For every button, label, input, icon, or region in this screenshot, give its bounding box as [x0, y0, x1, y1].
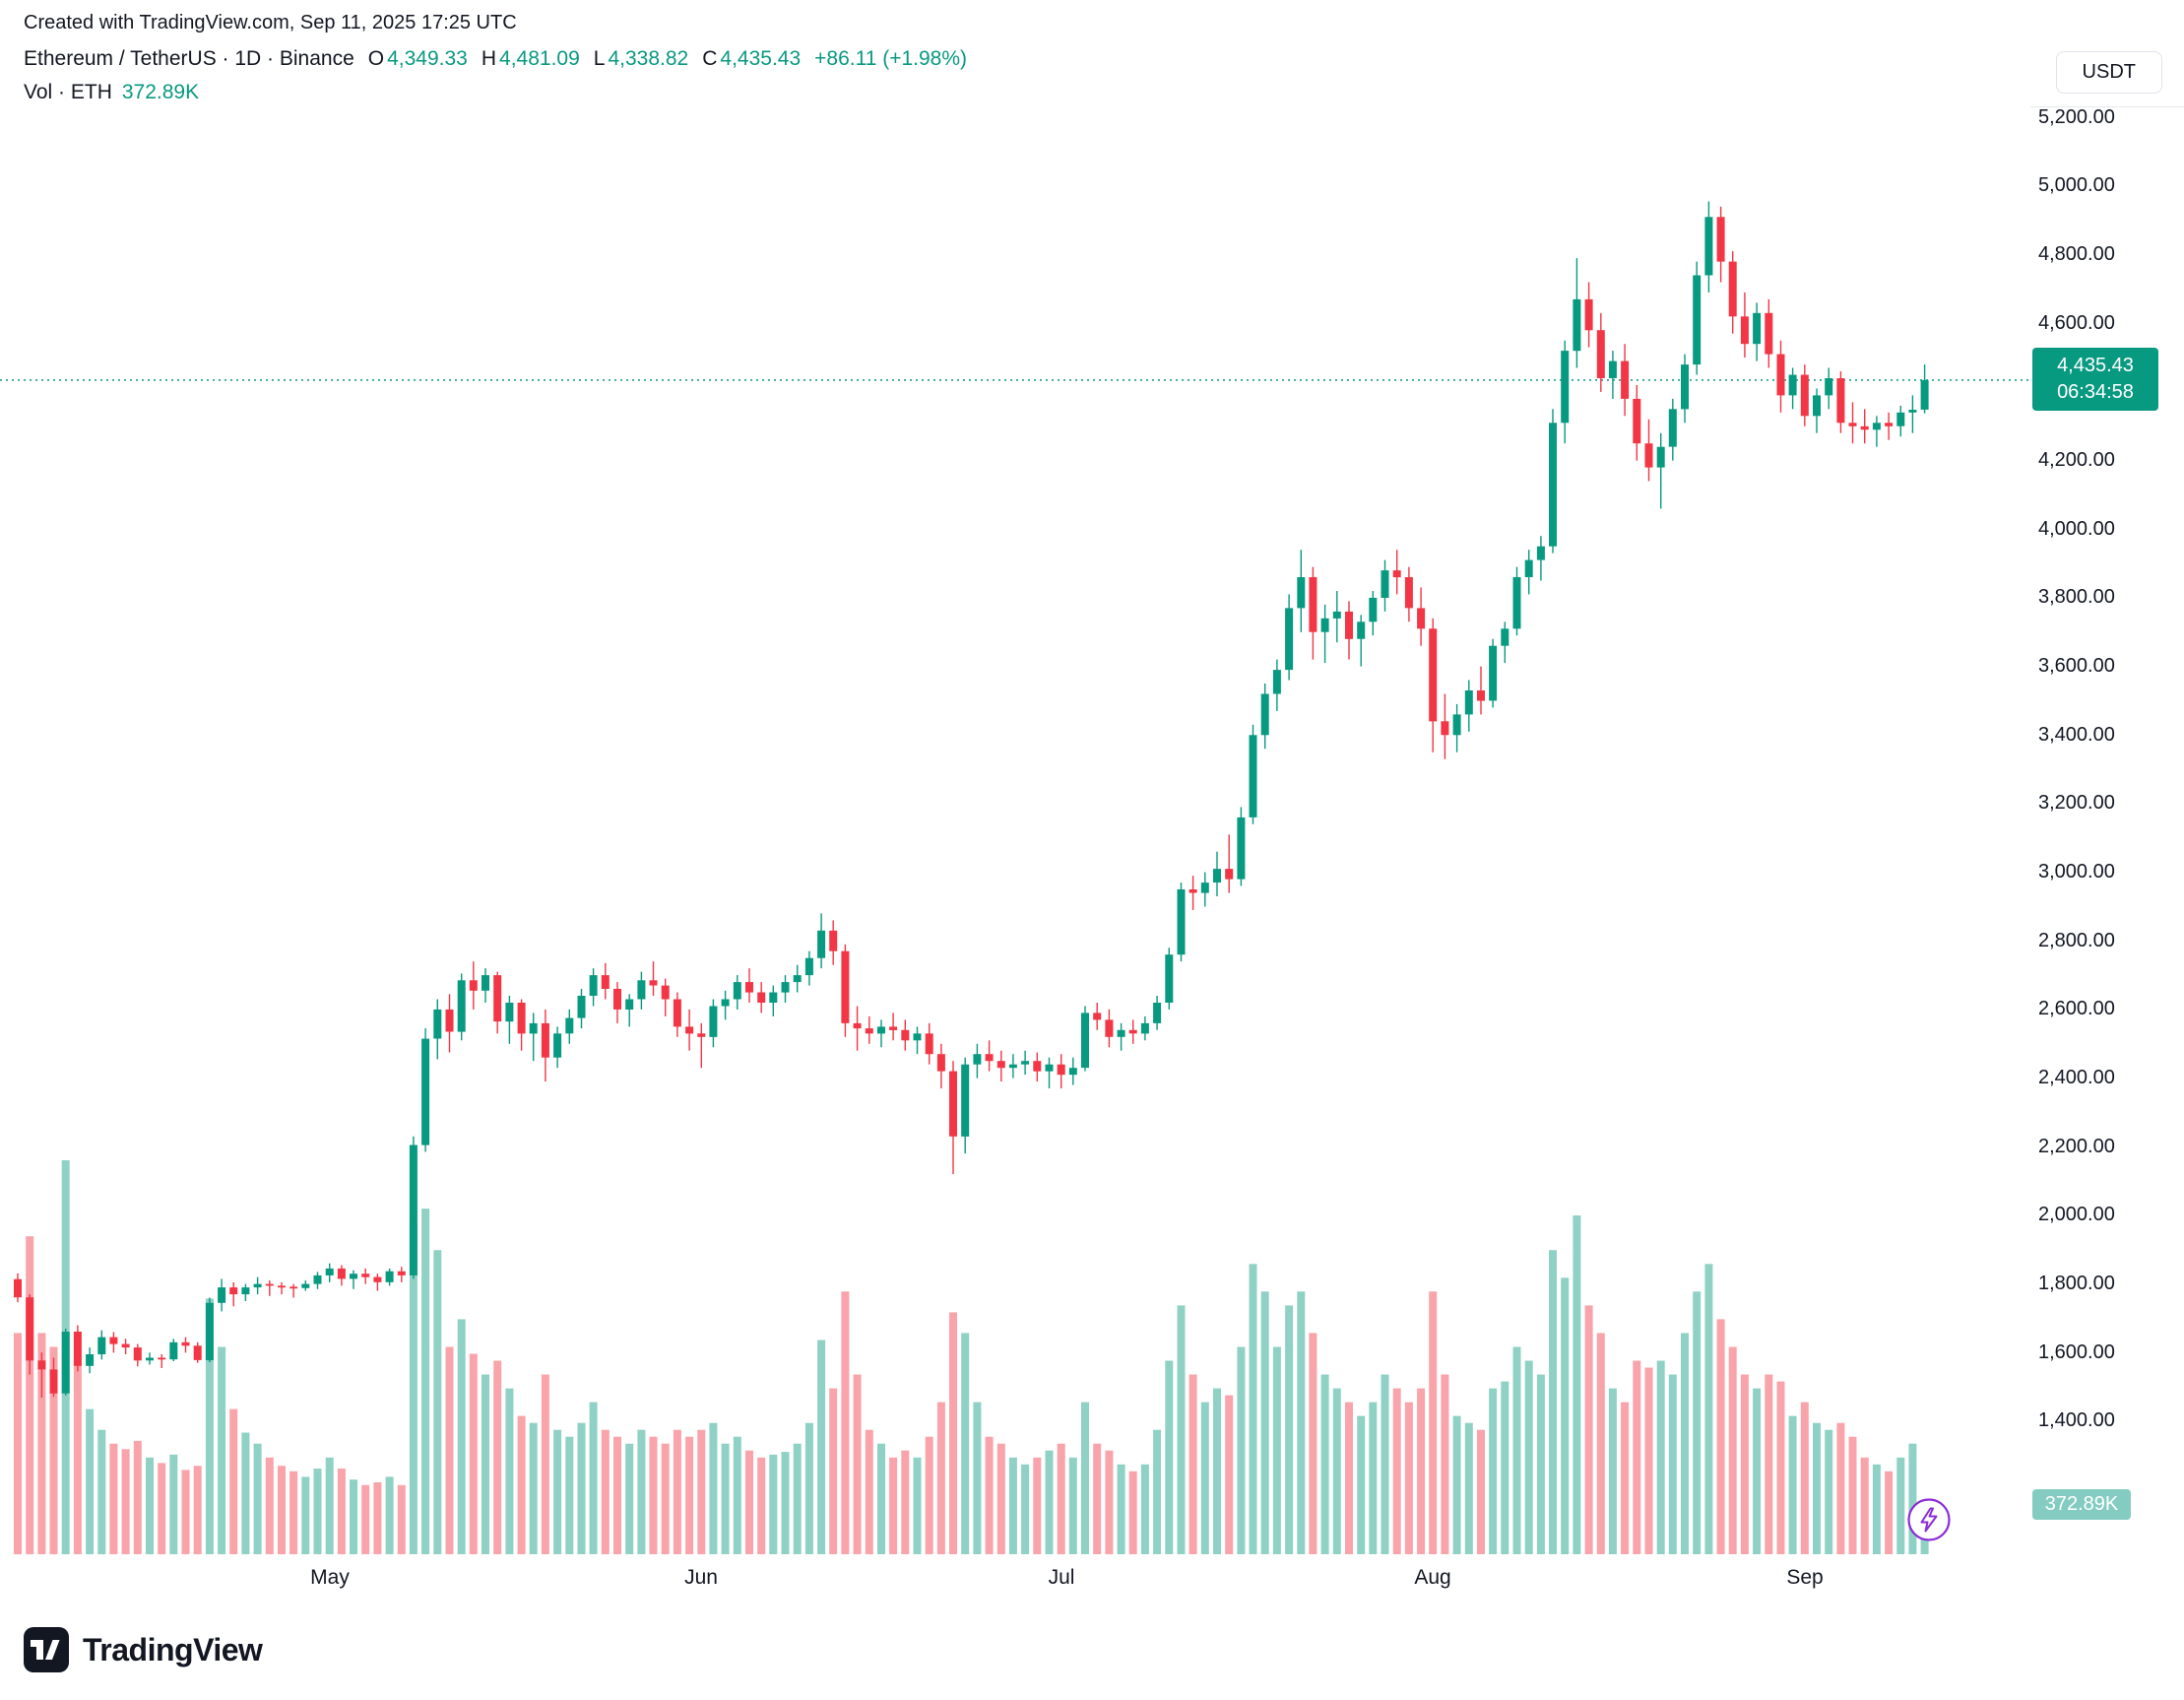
price-tick-label: 2,400.00 — [2038, 1067, 2115, 1088]
price-axis[interactable]: 5,200.00 5,000.00 4,800.00 4,600.00 4,200.00… — [2030, 0, 2184, 1700]
time-tick-label: May — [310, 1566, 350, 1589]
price-tick-label: 3,000.00 — [2038, 861, 2115, 883]
price-tick-label: 2,200.00 — [2038, 1136, 2115, 1157]
price-tick-label: 5,200.00 — [2038, 106, 2115, 128]
time-tick-label: Sep — [1786, 1566, 1824, 1589]
currency-unit-button[interactable]: USDT — [2055, 51, 2162, 94]
price-tick-label: 4,000.00 — [2038, 518, 2115, 540]
price-tick-label: 4,800.00 — [2038, 243, 2115, 265]
price-tick-label: 4,600.00 — [2038, 312, 2115, 334]
axis-separator — [2030, 106, 2184, 107]
price-tick-label: 1,400.00 — [2038, 1409, 2115, 1431]
price-tick-label: 4,200.00 — [2038, 449, 2115, 471]
ohlc-low: L 4,338.82 — [593, 47, 689, 70]
bar-countdown: 06:34:58 — [2057, 381, 2134, 403]
ohlc-open: O 4,349.33 — [367, 47, 468, 70]
price-tick-label: 3,400.00 — [2038, 724, 2115, 746]
boost-button[interactable] — [1906, 1497, 1952, 1542]
volume-value: 372.89K — [121, 81, 200, 103]
price-tick-label: 1,800.00 — [2038, 1273, 2115, 1294]
lightning-icon — [1907, 1498, 1951, 1541]
volume-legend: Vol · ETH 372.89K — [24, 81, 199, 104]
tradingview-icon — [24, 1627, 69, 1672]
price-tick-label: 2,000.00 — [2038, 1204, 2115, 1225]
price-tick-label: 3,200.00 — [2038, 792, 2115, 814]
symbol-legend: Ethereum / TetherUS · 1D · Binance O 4,3… — [24, 47, 967, 71]
tradingview-logo[interactable]: TradingView — [24, 1627, 263, 1672]
time-tick-label: Jun — [684, 1566, 718, 1589]
ohlc-close: C 4,435.43 — [702, 47, 802, 70]
ohlc-high: H 4,481.09 — [481, 47, 580, 70]
price-tick-label: 2,800.00 — [2038, 930, 2115, 951]
price-tick-label: 2,600.00 — [2038, 998, 2115, 1019]
price-tick-label: 3,600.00 — [2038, 655, 2115, 677]
volume-label: Vol · ETH — [24, 81, 112, 103]
logo-text: TradingView — [83, 1631, 263, 1667]
price-tick-label: 3,800.00 — [2038, 586, 2115, 608]
attribution-text: Created with TradingView.com, Sep 11, 20… — [24, 12, 517, 33]
current-price-badge: 4,435.43 06:34:58 — [2032, 348, 2158, 411]
volume-badge: 372.89K — [2032, 1489, 2131, 1520]
price-change: +86.11 (+1.98%) — [814, 47, 968, 70]
time-tick-label: Aug — [1414, 1566, 1451, 1589]
symbol-description[interactable]: Ethereum / TetherUS · 1D · Binance — [24, 47, 354, 70]
price-tick-label: 1,600.00 — [2038, 1341, 2115, 1363]
time-axis[interactable]: May Jun Jul Aug Sep — [0, 1560, 2030, 1600]
current-price-value: 4,435.43 — [2057, 355, 2134, 376]
time-tick-label: Jul — [1048, 1566, 1075, 1589]
price-tick-label: 5,000.00 — [2038, 174, 2115, 196]
